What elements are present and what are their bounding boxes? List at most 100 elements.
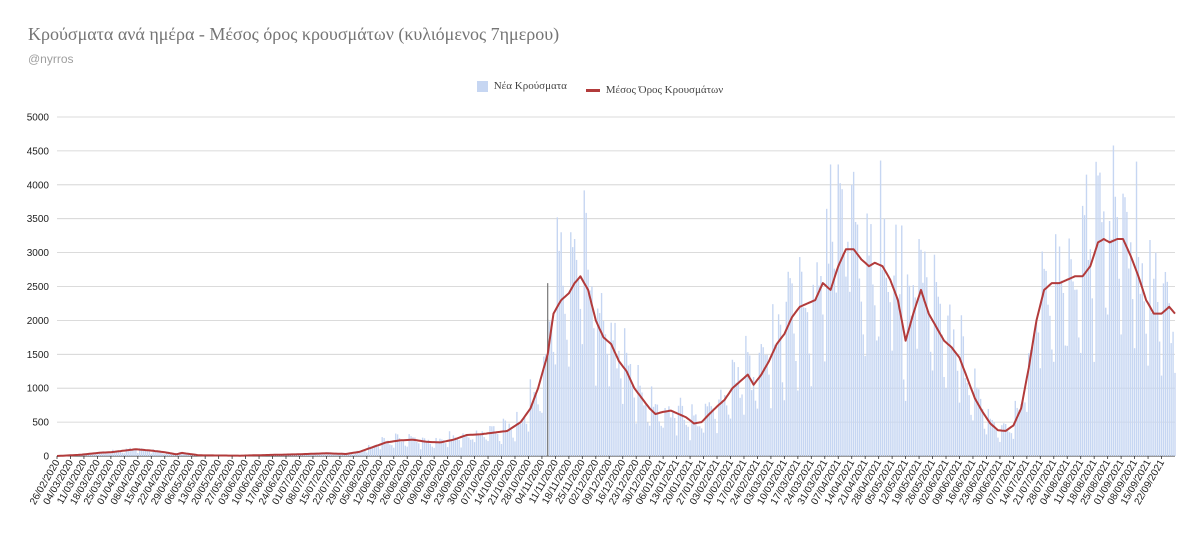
bar	[402, 441, 405, 456]
bar	[835, 292, 838, 456]
bar	[129, 447, 131, 456]
bar	[829, 164, 832, 456]
bar	[148, 451, 151, 456]
bar	[131, 449, 133, 456]
bar	[699, 426, 701, 456]
bar	[937, 296, 940, 456]
y-tick-label: 3500	[27, 214, 50, 225]
bar	[568, 366, 570, 456]
bar	[591, 286, 593, 456]
bar	[960, 315, 963, 456]
bar	[739, 397, 741, 456]
bar	[489, 426, 491, 456]
bar	[127, 449, 129, 456]
bar	[702, 432, 705, 456]
bar	[706, 406, 709, 456]
bar	[981, 408, 984, 456]
bar	[656, 404, 659, 456]
bar	[1156, 302, 1159, 456]
bar	[743, 414, 745, 456]
bar	[752, 377, 755, 456]
bar	[625, 352, 628, 456]
bar	[804, 307, 807, 456]
bar	[468, 437, 470, 456]
bar	[160, 451, 162, 456]
bar	[1080, 352, 1082, 456]
bar	[672, 410, 674, 456]
bar	[1103, 211, 1105, 456]
bar	[1039, 368, 1041, 456]
legend: Νέα Κρούσματα Μέσος Όρος Κρουσμάτων	[0, 80, 1200, 96]
legend-line-label: Μέσος Όρος Κρουσμάτων	[605, 84, 724, 96]
bar	[597, 308, 599, 456]
bar	[600, 293, 603, 456]
bar	[935, 282, 938, 456]
bar	[368, 445, 370, 456]
bar	[581, 344, 584, 456]
bar	[1145, 333, 1147, 456]
bar	[1118, 278, 1120, 456]
bar	[381, 437, 383, 456]
bar	[508, 423, 510, 456]
bar	[793, 333, 795, 456]
bar	[852, 171, 855, 456]
bar	[1168, 303, 1170, 456]
bar	[687, 426, 689, 456]
bar	[926, 277, 928, 456]
bar	[627, 365, 630, 456]
bar	[695, 414, 697, 456]
legend-item-line: Μέσος Όρος Κρουσμάτων	[585, 84, 724, 96]
bar	[643, 405, 645, 456]
bar	[976, 387, 978, 456]
bar	[870, 224, 872, 456]
bar	[1160, 375, 1163, 456]
bar	[460, 447, 462, 456]
bar	[783, 400, 786, 456]
bar	[1120, 334, 1122, 456]
bar	[1029, 349, 1032, 456]
bar	[779, 324, 782, 456]
bar	[810, 386, 813, 456]
bar	[754, 400, 757, 456]
bar	[647, 422, 649, 456]
bar	[1158, 341, 1161, 456]
bar	[364, 450, 366, 456]
bar	[868, 255, 870, 456]
bar	[650, 386, 653, 456]
bar	[918, 239, 920, 456]
bar	[806, 312, 809, 456]
bar	[660, 425, 662, 456]
bar	[1081, 205, 1084, 456]
bar	[1106, 314, 1109, 456]
bar	[523, 416, 526, 456]
y-tick-label: 4000	[27, 180, 50, 191]
bar	[1016, 407, 1018, 456]
bar	[689, 440, 691, 456]
bar	[520, 423, 522, 456]
bar	[685, 424, 687, 456]
bar	[658, 421, 660, 456]
bar	[477, 433, 480, 456]
bar	[443, 440, 445, 456]
bar	[371, 447, 374, 456]
bar	[537, 404, 539, 456]
bar	[931, 370, 934, 456]
bar	[471, 439, 474, 456]
bar	[1131, 299, 1134, 456]
bar	[949, 304, 951, 456]
bar	[623, 328, 626, 456]
bar	[139, 448, 141, 456]
bar	[1056, 282, 1059, 456]
bar	[521, 421, 524, 456]
bar	[1041, 251, 1043, 456]
bar	[550, 320, 553, 456]
bar	[633, 397, 635, 456]
bar	[866, 213, 868, 456]
bar	[943, 376, 945, 456]
bar	[572, 247, 574, 456]
bar	[1049, 315, 1051, 456]
bar	[389, 444, 391, 456]
bar	[747, 352, 749, 456]
bar	[152, 449, 154, 456]
bar	[700, 428, 703, 456]
